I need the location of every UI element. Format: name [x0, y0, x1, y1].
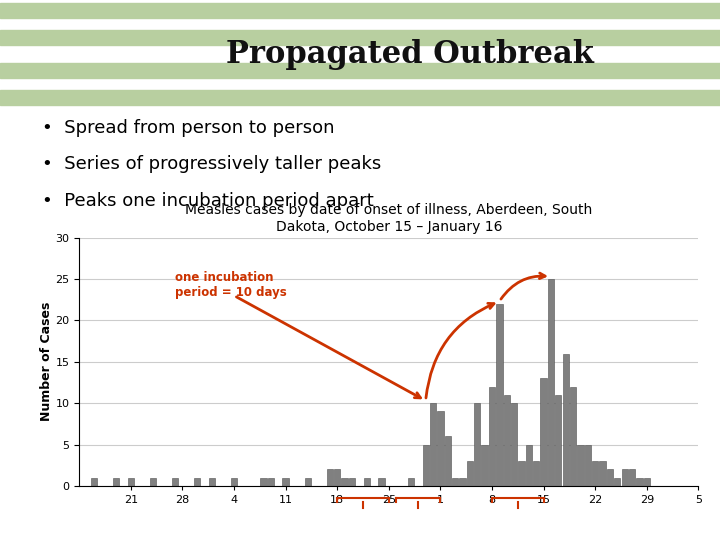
Text: •  Peaks one incubation period apart: • Peaks one incubation period apart: [42, 192, 374, 210]
Bar: [629, 469, 635, 486]
Bar: [533, 461, 539, 486]
Text: •  Series of progressively taller peaks: • Series of progressively taller peaks: [42, 156, 382, 173]
Bar: [0, 63, 720, 78]
Bar: [282, 478, 289, 486]
Bar: [430, 403, 436, 486]
Bar: [261, 478, 266, 486]
Text: •  Spread from person to person: • Spread from person to person: [42, 119, 335, 137]
Bar: [467, 461, 473, 486]
Bar: [172, 478, 178, 486]
Bar: [526, 444, 532, 486]
Bar: [555, 395, 562, 486]
Bar: [0, 90, 720, 105]
Text: Propagated Outbreak: Propagated Outbreak: [227, 38, 594, 70]
Bar: [378, 478, 384, 486]
Bar: [511, 403, 517, 486]
Bar: [113, 478, 120, 486]
Bar: [334, 469, 341, 486]
Text: one incubation
period = 10 days: one incubation period = 10 days: [175, 271, 287, 299]
Bar: [459, 478, 466, 486]
Bar: [541, 379, 546, 486]
Bar: [268, 478, 274, 486]
Bar: [600, 461, 606, 486]
Bar: [570, 387, 576, 486]
Bar: [489, 387, 495, 486]
Bar: [0, 3, 720, 18]
Bar: [364, 478, 370, 486]
Bar: [644, 478, 650, 486]
Bar: [327, 469, 333, 486]
Bar: [91, 478, 97, 486]
Bar: [592, 461, 598, 486]
Bar: [577, 444, 584, 486]
Bar: [194, 478, 200, 486]
Title: Measles cases by date of onset of illness, Aberdeen, South
Dakota, October 15 – : Measles cases by date of onset of illnes…: [185, 204, 593, 234]
Bar: [445, 436, 451, 486]
Bar: [621, 469, 628, 486]
Bar: [423, 444, 429, 486]
Bar: [452, 478, 458, 486]
Bar: [341, 478, 348, 486]
Bar: [127, 478, 134, 486]
Bar: [348, 478, 355, 486]
Bar: [0, 30, 720, 45]
Bar: [408, 478, 414, 486]
Bar: [496, 304, 503, 486]
Bar: [585, 444, 591, 486]
Bar: [562, 354, 569, 486]
Bar: [474, 403, 480, 486]
Bar: [614, 478, 621, 486]
Bar: [482, 444, 487, 486]
Bar: [607, 469, 613, 486]
Bar: [150, 478, 156, 486]
Bar: [518, 461, 525, 486]
Bar: [209, 478, 215, 486]
Bar: [503, 395, 510, 486]
Bar: [437, 411, 444, 486]
Bar: [548, 279, 554, 486]
Bar: [636, 478, 642, 486]
Y-axis label: Number of Cases: Number of Cases: [40, 302, 53, 422]
Bar: [231, 478, 237, 486]
Bar: [305, 478, 311, 486]
